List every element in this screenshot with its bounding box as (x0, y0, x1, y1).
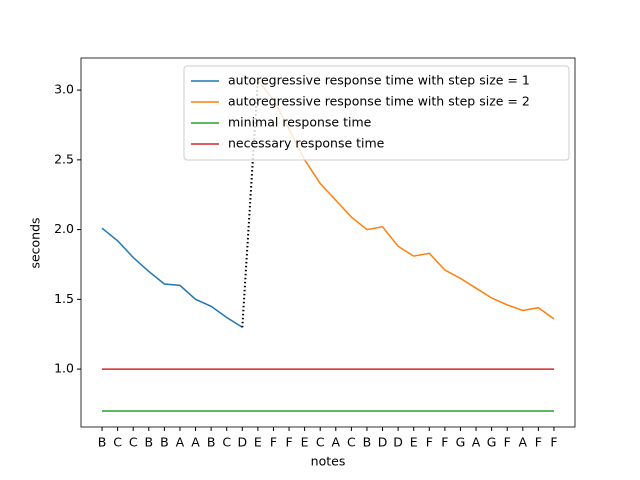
x-tick-label: F (550, 435, 557, 450)
legend-label: autoregressive response time with step s… (228, 73, 530, 88)
x-tick-label: C (129, 435, 138, 450)
x-tick-label: B (144, 435, 153, 450)
x-tick-label: E (301, 435, 309, 450)
x-tick-label: A (519, 435, 528, 450)
x-tick-label: C (347, 435, 356, 450)
x-tick-label: B (160, 435, 169, 450)
y-tick-label: 1.0 (54, 361, 74, 376)
series-line (241, 80, 259, 328)
x-tick-label: D (393, 435, 403, 450)
series-line (101, 227, 243, 328)
x-tick-label: A (472, 435, 481, 450)
x-tick-label: F (270, 435, 277, 450)
y-axis-label: seconds (28, 217, 43, 268)
y-tick-label: 1.5 (54, 291, 74, 306)
x-tick-label: F (535, 435, 542, 450)
x-tick-label: A (176, 435, 185, 450)
x-tick-label: C (316, 435, 325, 450)
x-tick-label: E (410, 435, 418, 450)
x-tick-label: C (222, 435, 231, 450)
legend-label: autoregressive response time with step s… (228, 94, 530, 109)
x-tick-label: F (504, 435, 511, 450)
axes-frame (80, 57, 576, 428)
legend-box (183, 65, 570, 161)
x-tick-label: F (285, 435, 292, 450)
legend-label: necessary response time (228, 136, 385, 151)
x-tick-label: F (426, 435, 433, 450)
x-tick-label: D (378, 435, 388, 450)
x-tick-label: A (191, 435, 200, 450)
x-tick-label: E (254, 435, 262, 450)
x-tick-label: A (332, 435, 341, 450)
x-tick-label: B (207, 435, 216, 450)
x-tick-label: D (237, 435, 247, 450)
series-line (257, 79, 555, 320)
x-tick-label: B (363, 435, 372, 450)
x-tick-label: F (441, 435, 448, 450)
x-tick-label: G (456, 435, 466, 450)
x-tick-label: C (113, 435, 122, 450)
y-tick-label: 2.5 (54, 151, 74, 166)
legend-label: minimal response time (228, 115, 372, 130)
y-tick-label: 2.0 (54, 221, 74, 236)
x-axis-label: notes (311, 454, 346, 469)
x-tick-label: G (487, 435, 497, 450)
x-tick-label: B (98, 435, 107, 450)
y-tick-label: 3.0 (54, 82, 74, 97)
